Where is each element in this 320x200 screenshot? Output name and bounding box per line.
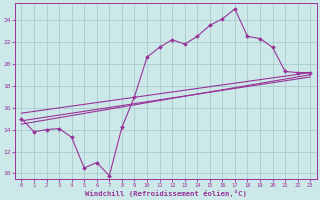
X-axis label: Windchill (Refroidissement éolien,°C): Windchill (Refroidissement éolien,°C)	[85, 190, 247, 197]
